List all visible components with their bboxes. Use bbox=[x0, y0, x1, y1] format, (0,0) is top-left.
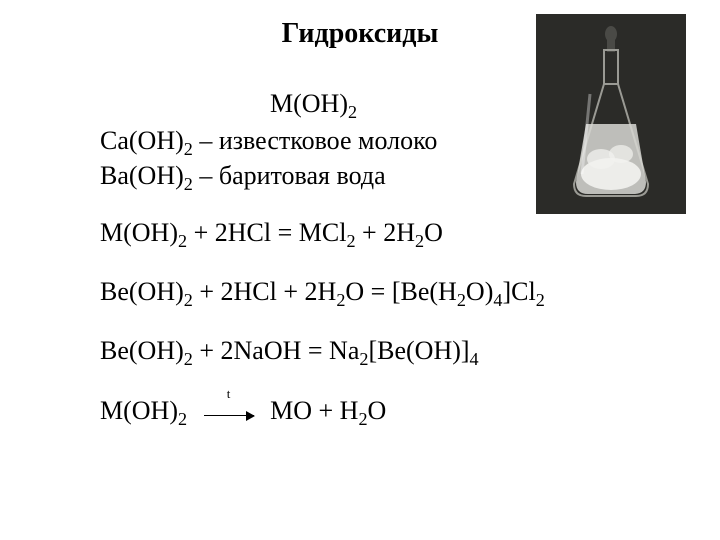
eq-sub: 2 bbox=[536, 291, 545, 311]
compound-line-ca: Ca(OH)2 – известковое молоко bbox=[100, 123, 545, 158]
flask-icon bbox=[556, 24, 666, 204]
eq-sub: 2 bbox=[358, 409, 367, 429]
eq-sub: 2 bbox=[415, 231, 424, 251]
equation-2: Be(OH)2 + 2HCl + 2H2O = [Be(H2O)4]Cl2 bbox=[100, 274, 545, 309]
eq-text: O = [Be(H bbox=[345, 277, 456, 306]
eq-text: MO + H bbox=[270, 396, 358, 425]
eq-sub: 2 bbox=[178, 231, 187, 251]
eq-text: + 2HCl = MCl bbox=[187, 218, 346, 247]
formula-sub: 2 bbox=[184, 139, 193, 159]
content-block: M(OH)2 Ca(OH)2 – известковое молоко Ba(O… bbox=[100, 60, 545, 454]
equation-1: M(OH)2 + 2HCl = MCl2 + 2H2O bbox=[100, 215, 545, 250]
eq-text: Be(OH) bbox=[100, 277, 184, 306]
flask-photo bbox=[536, 14, 686, 214]
eq-sub: 2 bbox=[346, 231, 355, 251]
compound-name: известковое молоко bbox=[219, 126, 438, 155]
equations-block: M(OH)2 + 2HCl = MCl2 + 2H2O Be(OH)2 + 2H… bbox=[100, 215, 545, 430]
eq-sub: 2 bbox=[184, 350, 193, 370]
general-formula: M(OH)2 bbox=[270, 86, 545, 121]
formula-text: Ba(OH) bbox=[100, 161, 184, 190]
eq-text: M(OH) bbox=[100, 218, 178, 247]
compound-line-ba: Ba(OH)2 – баритовая вода bbox=[100, 158, 545, 193]
formula-text: M(OH) bbox=[270, 89, 348, 118]
eq-text: Be(OH) bbox=[100, 336, 184, 365]
reaction-arrow: t bbox=[194, 395, 264, 430]
eq-sub: 2 bbox=[178, 409, 187, 429]
formula-sub: 2 bbox=[184, 174, 193, 194]
dash: – bbox=[193, 161, 219, 190]
eq-text: + 2NaOH = Na bbox=[193, 336, 360, 365]
compound-name: баритовая вода bbox=[219, 161, 386, 190]
eq-sub: 2 bbox=[184, 291, 193, 311]
eq-text: O bbox=[368, 396, 387, 425]
eq-text: + 2H bbox=[356, 218, 415, 247]
arrow-icon bbox=[204, 415, 254, 416]
equation-3: Be(OH)2 + 2NaOH = Na2[Be(OH)]4 bbox=[100, 333, 545, 368]
eq-sub: 4 bbox=[470, 350, 479, 370]
eq-sub: 2 bbox=[457, 291, 466, 311]
eq-text: M(OH) bbox=[100, 396, 178, 425]
eq-text: O bbox=[424, 218, 443, 247]
arrow-label: t bbox=[194, 385, 264, 403]
dash: – bbox=[193, 126, 219, 155]
eq-text: [Be(OH)] bbox=[368, 336, 469, 365]
formula-text: Ca(OH) bbox=[100, 126, 184, 155]
formula-sub: 2 bbox=[348, 102, 357, 122]
eq-text: ]Cl bbox=[502, 277, 535, 306]
slide: Гидроксиды M(OH)2 Ca(OH)2 – известковое … bbox=[0, 0, 720, 540]
eq-text: O) bbox=[466, 277, 493, 306]
equation-4: M(OH)2 t MO + H2O bbox=[100, 393, 545, 431]
eq-text: + 2HCl + 2H bbox=[193, 277, 336, 306]
